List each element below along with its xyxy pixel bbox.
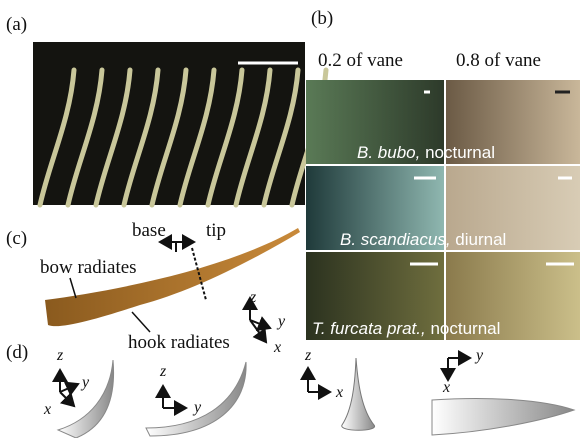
panel-label: (d) [6,342,28,363]
species-label: T. furcata prat., nocturnal [312,319,500,338]
axis-letter: y [80,374,90,391]
shape [342,358,375,430]
species-activity: nocturnal [425,143,495,162]
axis-letter: x [43,401,51,418]
axis-letter: x [273,339,281,356]
species-name: B. bubo, [357,143,420,162]
shape [432,398,574,435]
axis-letter: z [159,363,167,380]
species-name: T. furcata prat., [312,319,426,338]
panel-label: (c) [6,228,27,249]
axes-triad: z x [304,347,343,401]
species-name: B. scandiacus, [340,230,451,249]
axis-letter: y [192,399,202,416]
annotation: base [132,220,166,241]
axes-triad: z y x [43,347,90,418]
axis-letter: z [249,289,257,306]
panel-label: (a) [6,14,27,35]
species-activity: diurnal [455,230,506,249]
axis-letter: y [276,313,286,330]
leader [70,278,76,298]
column-header: 0.8 of vane [456,50,541,71]
column-header: 0.2 of vane [318,50,403,71]
panel-label: (b) [311,8,333,29]
axis-letter: y [474,347,484,364]
annotation: bow radiates [40,257,137,278]
annotation: tip [206,220,226,241]
axes-triad: z y [159,363,202,416]
axes-triad: y x [442,347,484,396]
annotation: hook radiates [128,332,230,353]
axes-triad: z y x [249,289,286,356]
axis-letter: x [442,379,450,396]
axis-letter: z [304,347,312,364]
species-label: B. scandiacus, diurnal [340,230,506,249]
axis-letter: x [335,384,343,401]
figure: (a) (b) 0.2 of vane 0.8 of vane B. bubo,… [0,0,582,438]
axis-letter: z [56,347,64,364]
species-label: B. bubo, nocturnal [357,143,495,162]
leader [132,312,150,332]
page: (a) (b) 0.2 of vane 0.8 of vane B. bubo,… [0,0,582,438]
species-activity: nocturnal [430,319,500,338]
